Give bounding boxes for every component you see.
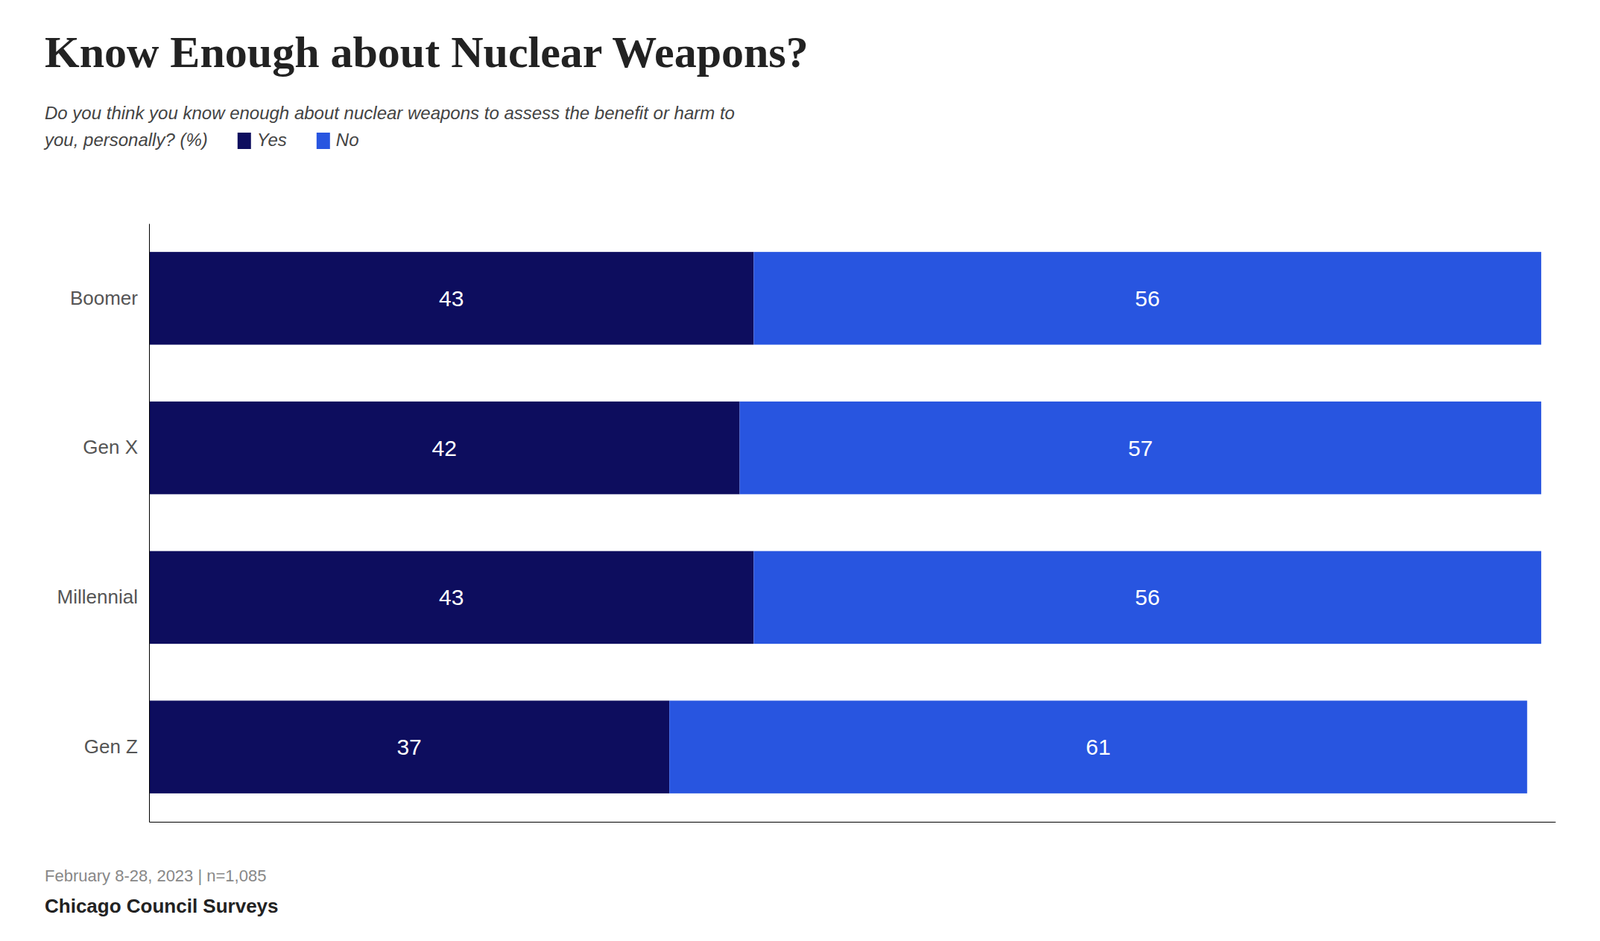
- y-tick-label: Gen Z: [84, 735, 138, 758]
- y-tick: Gen Z: [84, 735, 150, 758]
- y-tick-label: Millennial: [57, 585, 138, 609]
- legend-swatch: [316, 132, 331, 150]
- data-label: 42: [432, 435, 457, 461]
- data-label: 37: [396, 734, 422, 760]
- y-tick: Boomer: [70, 286, 150, 310]
- legend: Yes No: [237, 129, 360, 150]
- bar: [740, 401, 1542, 495]
- series-bars: [149, 251, 754, 794]
- y-tick: Millennial: [57, 585, 150, 609]
- data-label: 61: [1085, 734, 1111, 760]
- bar: [149, 551, 754, 644]
- subtitle: you, personally? (%): [43, 129, 208, 150]
- legend-swatch: [237, 132, 252, 150]
- legend-item: No: [316, 129, 360, 150]
- data-label: 56: [1134, 585, 1160, 610]
- data-label: 56: [1134, 286, 1160, 311]
- footer-source: Chicago Council Surveys: [44, 895, 279, 918]
- x-axis-line: [149, 821, 1557, 823]
- bar: [753, 551, 1542, 644]
- legend-label: Yes: [257, 129, 287, 150]
- bar: [149, 401, 741, 495]
- y-axis: Boomer Gen X Millennial Gen Z: [57, 224, 150, 823]
- bar: [149, 700, 670, 793]
- legend-label: No: [336, 129, 360, 150]
- data-label: 43: [438, 585, 464, 610]
- bar: [753, 251, 1542, 345]
- subtitle: Do you think you know enough about nucle…: [44, 102, 735, 123]
- plot: 43 42 43 37 56 57 56 61 Boomer Gen X Millennial Gen…: [57, 224, 1557, 823]
- bar: [149, 251, 754, 345]
- y-axis-line: [149, 224, 150, 823]
- x-axis: [149, 821, 1557, 823]
- data-label: 43: [438, 286, 464, 311]
- series-bars: [669, 251, 1542, 794]
- bar: [669, 700, 1527, 793]
- y-tick: Gen X: [82, 435, 150, 459]
- footer-date: February 8-28, 2023 | n=1,085: [44, 866, 267, 886]
- bars: [149, 251, 1542, 794]
- chart: Know Enough about Nuclear Weapons? Do you…: [0, 0, 1600, 941]
- legend-item: Yes: [237, 129, 287, 150]
- y-tick-label: Boomer: [70, 286, 138, 310]
- title: Know Enough about Nuclear Weapons?: [44, 27, 809, 77]
- data-labels: 43 42 43 37 56 57 56 61: [396, 286, 1160, 760]
- data-label: 57: [1128, 435, 1153, 461]
- y-tick-label: Gen X: [82, 435, 138, 459]
